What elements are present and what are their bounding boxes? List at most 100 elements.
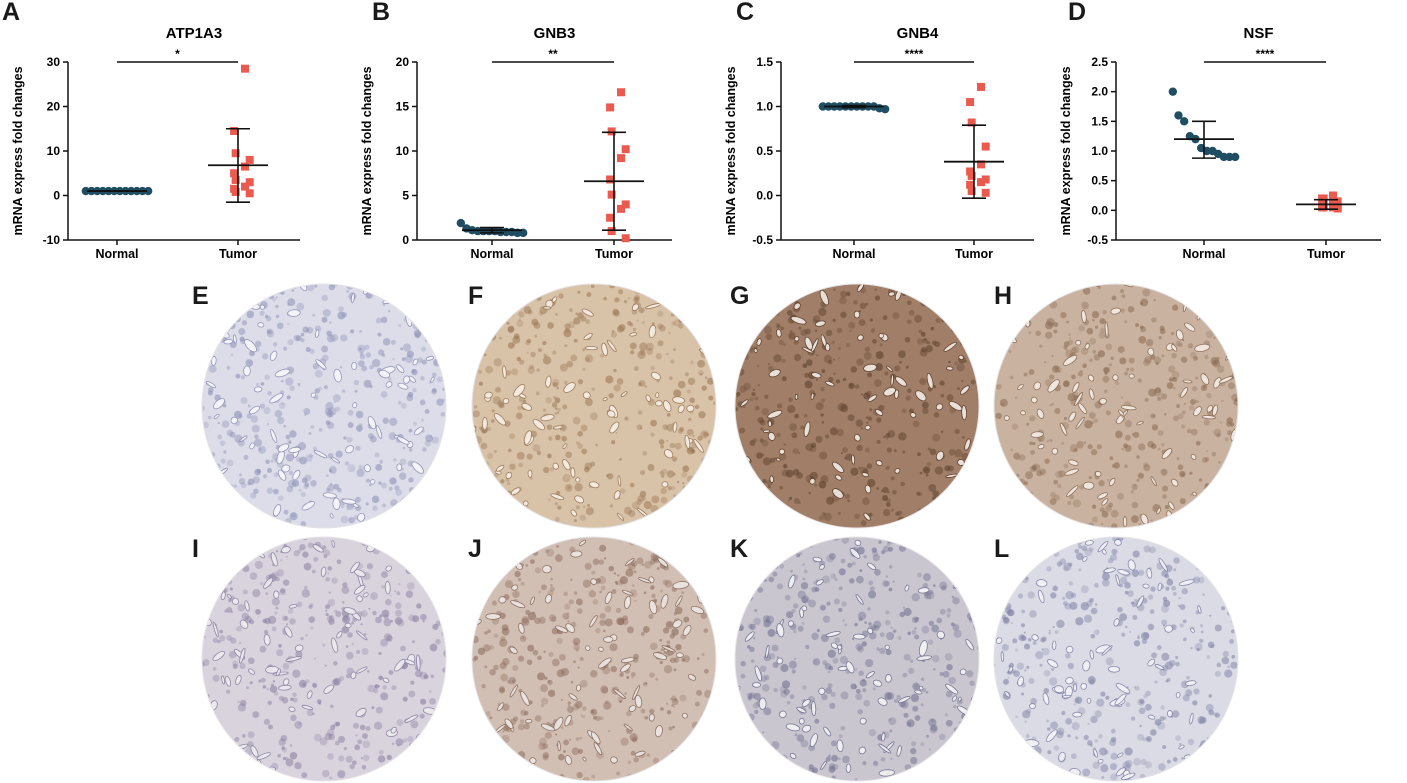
chart-title: NSF bbox=[1244, 25, 1274, 42]
stain-speck bbox=[245, 511, 253, 520]
significance-label: ** bbox=[548, 47, 558, 61]
stain-speck bbox=[764, 492, 768, 496]
stain-speck bbox=[735, 497, 744, 506]
stain-speck bbox=[1071, 374, 1076, 380]
stain-speck bbox=[891, 508, 894, 512]
stain-speck bbox=[937, 516, 943, 521]
stain-speck bbox=[699, 373, 703, 376]
tubule-lumen bbox=[812, 556, 823, 563]
stain-speck bbox=[202, 354, 205, 359]
stain-speck bbox=[1147, 440, 1155, 448]
stain-speck bbox=[1137, 634, 1140, 638]
tubule-lumen bbox=[498, 596, 507, 604]
tubule-lumen bbox=[1136, 420, 1144, 426]
stain-speck bbox=[1234, 461, 1237, 464]
stain-speck bbox=[554, 412, 558, 415]
y-tick-label: 1.5 bbox=[1091, 114, 1108, 128]
data-point bbox=[230, 169, 239, 178]
tubule-lumen bbox=[597, 657, 612, 669]
stain-speck bbox=[1158, 335, 1162, 340]
stain-speck bbox=[568, 308, 573, 313]
tubule-lumen bbox=[910, 412, 917, 418]
stain-speck bbox=[595, 443, 598, 447]
stain-speck bbox=[287, 439, 292, 444]
x-tick-label: Tumor bbox=[955, 247, 993, 261]
tubule-lumen bbox=[413, 426, 424, 436]
tubule-lumen bbox=[698, 755, 706, 764]
stain-speck bbox=[475, 340, 483, 348]
tubule-lumen bbox=[382, 542, 390, 548]
stain-speck bbox=[1066, 320, 1069, 324]
stain-speck bbox=[1090, 633, 1096, 639]
stain-speck bbox=[790, 570, 793, 573]
stain-speck bbox=[1213, 428, 1222, 437]
stain-speck bbox=[955, 541, 959, 545]
stain-speck bbox=[1098, 332, 1106, 339]
stain-speck bbox=[669, 442, 676, 449]
stain-speck bbox=[308, 604, 313, 609]
stain-speck bbox=[1229, 741, 1233, 745]
stain-speck bbox=[1063, 341, 1070, 347]
stain-speck bbox=[611, 330, 615, 333]
tubule-lumen bbox=[1194, 343, 1211, 352]
stain-speck bbox=[677, 537, 680, 538]
stain-speck bbox=[1023, 631, 1026, 634]
tubule-lumen bbox=[1110, 307, 1121, 315]
tubule-lumen bbox=[1226, 584, 1238, 592]
stain-speck bbox=[310, 424, 315, 429]
stain-speck bbox=[874, 568, 881, 576]
tubule-lumen bbox=[997, 724, 1010, 732]
stain-speck bbox=[499, 545, 508, 554]
stain-speck bbox=[670, 485, 676, 491]
stain-speck bbox=[586, 292, 592, 298]
stain-speck bbox=[380, 391, 388, 398]
stain-speck bbox=[1021, 635, 1027, 641]
tubule-lumen bbox=[820, 760, 827, 771]
stain-speck bbox=[1183, 637, 1187, 642]
stain-speck bbox=[803, 569, 808, 574]
stain-speck bbox=[351, 642, 355, 646]
stain-speck bbox=[443, 769, 446, 773]
tubule-lumen bbox=[920, 779, 930, 781]
stain-speck bbox=[1216, 365, 1225, 373]
stain-speck bbox=[660, 444, 665, 449]
stain-speck bbox=[225, 689, 231, 694]
stain-speck bbox=[1004, 473, 1011, 480]
stain-speck bbox=[657, 340, 664, 347]
tubule-lumen bbox=[793, 302, 801, 310]
stain-speck bbox=[932, 490, 940, 497]
stain-speck bbox=[669, 376, 673, 381]
stain-speck bbox=[666, 640, 671, 645]
stain-speck bbox=[995, 412, 1002, 420]
stain-speck bbox=[566, 616, 569, 619]
tubule-lumen bbox=[1004, 690, 1011, 698]
stain-speck bbox=[342, 615, 349, 622]
stain-speck bbox=[1054, 407, 1061, 415]
stain-speck bbox=[967, 508, 975, 516]
tubule-lumen bbox=[741, 751, 751, 760]
stain-speck bbox=[629, 733, 638, 742]
stain-speck bbox=[1092, 761, 1100, 769]
stain-speck bbox=[1010, 525, 1013, 528]
stain-speck bbox=[1217, 580, 1223, 586]
stain-speck bbox=[425, 434, 434, 443]
stain-speck bbox=[285, 377, 294, 386]
stain-speck bbox=[333, 609, 338, 613]
panel-letter: D bbox=[1068, 0, 1087, 26]
stain-speck bbox=[797, 625, 804, 632]
stain-speck bbox=[1189, 351, 1197, 359]
stain-speck bbox=[1105, 343, 1113, 351]
tubule-lumen bbox=[1099, 397, 1107, 405]
stain-speck bbox=[249, 681, 253, 685]
tubule-lumen bbox=[935, 403, 944, 411]
tissue-core bbox=[994, 284, 1238, 528]
stain-speck bbox=[555, 313, 558, 316]
stain-speck bbox=[888, 717, 897, 726]
stain-speck bbox=[657, 310, 664, 317]
tubule-lumen bbox=[529, 757, 537, 765]
stain-speck bbox=[573, 317, 581, 325]
stain-speck bbox=[1145, 690, 1152, 697]
stain-speck bbox=[881, 550, 886, 555]
stain-speck bbox=[756, 452, 763, 459]
stain-speck bbox=[517, 723, 525, 731]
